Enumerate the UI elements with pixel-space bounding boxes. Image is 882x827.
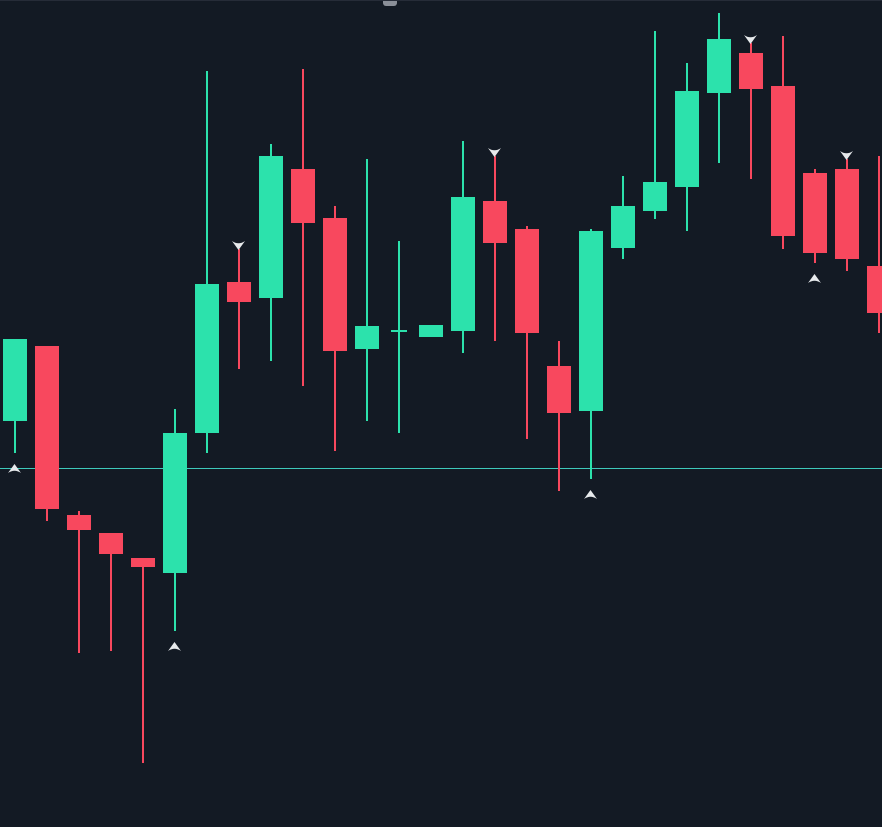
candle-body xyxy=(67,515,91,530)
candle-wick xyxy=(302,69,304,386)
candle-wick xyxy=(558,341,560,491)
arrow-up-icon xyxy=(808,268,821,287)
candle-body xyxy=(131,558,155,567)
arrow-down-icon xyxy=(744,29,757,48)
candle-body xyxy=(707,39,731,93)
candle-wick xyxy=(206,71,208,453)
candle-body xyxy=(3,339,27,421)
arrow-up-icon xyxy=(8,458,21,477)
candle-body xyxy=(227,282,251,302)
candle-wick xyxy=(110,533,112,651)
candle-body xyxy=(771,86,795,236)
candle-body xyxy=(611,206,635,248)
candle-wick xyxy=(238,249,240,369)
doji-cross xyxy=(391,330,407,332)
arrow-down-icon xyxy=(488,142,501,161)
candle-body xyxy=(195,284,219,433)
candle-body xyxy=(259,156,283,298)
arrow-up-icon xyxy=(168,636,181,655)
candle-body xyxy=(515,229,539,333)
candle-body xyxy=(867,266,882,313)
candle-body xyxy=(835,169,859,259)
candle-body xyxy=(483,201,507,243)
candle-body xyxy=(35,346,59,509)
candle-body xyxy=(547,366,571,413)
candle-body xyxy=(419,325,443,337)
candle-body xyxy=(355,326,379,349)
candle-wick xyxy=(366,159,368,421)
candle-body xyxy=(579,231,603,411)
candle-body xyxy=(451,197,475,331)
candle-body xyxy=(675,91,699,187)
arrow-down-icon xyxy=(840,145,853,164)
candle-body xyxy=(803,173,827,253)
candle-wick xyxy=(78,511,80,653)
candle-body xyxy=(643,182,667,211)
candle-wick xyxy=(878,156,880,333)
candle-wick xyxy=(494,156,496,341)
candle-wick xyxy=(750,43,752,179)
candle-body xyxy=(291,169,315,223)
price-line[interactable] xyxy=(0,468,882,469)
candle-wick xyxy=(654,31,656,219)
arrow-up-icon xyxy=(584,484,597,503)
arrow-down-icon xyxy=(232,235,245,254)
candle-body xyxy=(163,433,187,573)
candle-wick xyxy=(142,558,144,763)
candle-body xyxy=(99,533,123,554)
candle-body xyxy=(323,218,347,351)
top-scroll-handle[interactable] xyxy=(383,1,397,6)
candle-body xyxy=(739,53,763,89)
candle-wick xyxy=(398,241,400,433)
